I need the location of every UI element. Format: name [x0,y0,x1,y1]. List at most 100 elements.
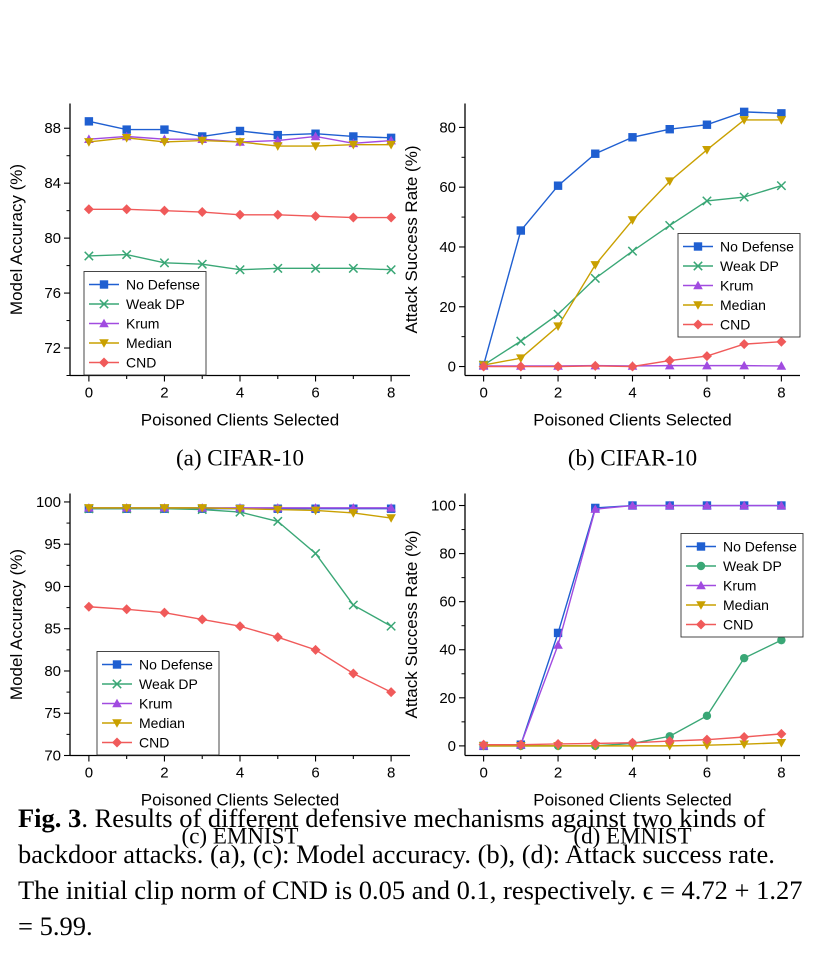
data-point-weak-dp [197,259,207,269]
y-tick-label: 95 [44,536,61,553]
data-point-no-defense [591,149,600,158]
legend-swatch-marker [696,542,706,551]
x-tick-label: 8 [777,765,785,782]
legend-swatch-marker [696,619,706,630]
y-tick-label: 70 [44,748,61,765]
data-point-cnd [197,207,208,218]
data-point-krum [739,360,749,370]
legend: No Defense Weak DP Krum Median CND [677,233,801,338]
x-tick-label: 6 [703,385,711,402]
legend-swatch-marker [693,261,703,271]
data-point-weak-dp [777,635,786,645]
legend-label-weak-dp: Weak DP [720,258,779,274]
series-cnd [83,601,397,698]
legend-label-median: Median [139,715,185,731]
data-point-weak-dp [348,600,359,610]
y-axis-title: Attack Success Rate (%) [402,530,421,718]
subfigure-label: (a) CIFAR-10 [176,446,304,471]
data-point-weak-dp [702,196,712,206]
legend-swatch-marker [112,719,122,728]
data-point-cnd [121,604,132,615]
data-point-median [272,505,283,515]
data-point-cnd [553,738,564,749]
subfigure-label: (b) CIFAR-10 [568,446,697,471]
data-point-median [310,506,321,516]
data-point-krum [386,503,396,512]
y-tick-label: 84 [44,175,61,192]
data-point-cnd [348,212,359,223]
series-line-weak-dp [483,639,782,747]
data-point-weak-dp [553,309,563,319]
data-point-cnd [83,204,94,215]
legend-swatch-marker [99,280,109,289]
data-point-weak-dp [273,263,283,274]
data-point-cnd [272,632,283,643]
data-point-weak-dp [386,264,396,275]
data-point-weak-dp [590,273,601,284]
legend-label-krum: Krum [139,696,172,712]
y-tick-label: 100 [431,498,456,515]
legend-swatch-marker [99,357,109,368]
x-tick-label: 0 [85,385,93,402]
data-point-weak-dp [84,251,94,261]
series-cnd [83,204,397,223]
y-tick-label: 100 [36,494,61,511]
data-point-median [197,504,208,513]
y-axis-title: Attack Success Rate (%) [402,145,421,333]
y-tick-label: 20 [439,299,456,316]
y-axis-title: Model Accuracy (%) [7,164,26,315]
chart-panel-c: 0 2 4 6 8 70 75 80 85 90 95 100 Poisoned Clients Sel… [7,493,410,849]
data-point-cnd [590,738,601,749]
y-tick-label: 80 [44,663,61,680]
data-point-median [627,216,638,225]
x-tick-label: 0 [85,765,93,782]
data-point-weak-dp [273,516,283,527]
legend-label-cnd: CND [720,317,750,333]
data-point-cnd [515,361,526,372]
data-point-weak-dp [386,621,396,631]
legend-swatch-marker [99,339,109,348]
legend-swatch-marker [696,561,706,571]
y-tick-label: 75 [44,705,61,722]
data-point-no-defense [160,125,169,134]
series-median [84,134,396,151]
data-point-weak-dp [348,263,359,274]
x-tick-label: 2 [554,385,562,402]
data-point-weak-dp [516,336,526,346]
y-tick-label: 20 [439,690,456,707]
figure-caption-text: . Results of different defensive mechani… [18,803,803,941]
data-point-no-defense [628,133,637,142]
data-point-weak-dp [627,246,638,256]
data-point-no-defense [349,132,358,141]
data-point-krum [702,500,712,510]
data-point-cnd [776,728,787,739]
data-point-median [235,504,245,514]
data-point-cnd [310,644,321,655]
data-point-cnd [159,205,170,216]
figure-caption-label: Fig. 3 [18,803,82,833]
legend-swatch-marker [693,319,703,330]
y-tick-label: 80 [44,230,61,247]
data-point-no-defense [553,628,563,638]
data-point-weak-dp [776,180,787,191]
data-point-cnd [590,360,601,371]
y-tick-label: 40 [439,239,456,256]
x-tick-label: 2 [160,765,168,782]
x-tick-label: 6 [311,765,319,782]
y-tick-label: 60 [439,594,456,611]
data-point-cnd [478,739,489,750]
data-point-median [553,322,563,331]
data-point-no-defense [702,120,712,129]
legend-label-krum: Krum [720,278,753,294]
data-point-cnd [701,351,712,362]
data-point-cnd [272,209,283,220]
legend-swatch-marker [696,601,706,610]
data-point-median [159,138,170,147]
y-tick-label: 88 [44,120,61,137]
series-weak-dp [84,503,396,631]
legend-label-krum: Krum [723,578,756,594]
legend-label-no-defense: No Defense [720,239,794,255]
data-point-weak-dp [235,264,245,275]
